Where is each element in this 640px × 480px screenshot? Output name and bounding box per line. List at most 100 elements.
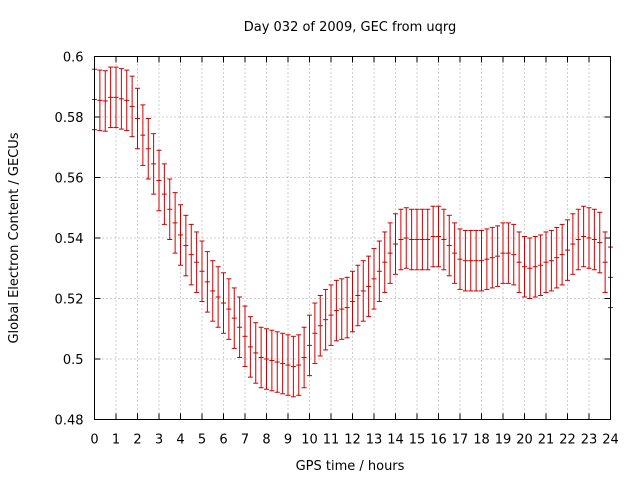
- data-point: [403, 207, 409, 269]
- data-point: [264, 328, 269, 390]
- data-point: [285, 334, 291, 396]
- data-point: [339, 278, 345, 340]
- data-point: [570, 213, 576, 275]
- x-tick-label: 0: [90, 433, 98, 448]
- y-tick-label: 0.58: [55, 111, 84, 126]
- y-tick-labels: 0.48 0.5 0.52 0.54 0.56 0.58 0.6: [55, 51, 84, 429]
- data-point: [307, 314, 312, 377]
- data-point: [113, 66, 119, 129]
- data-point: [140, 104, 146, 166]
- data-point: [543, 231, 549, 293]
- data-point: [215, 266, 221, 328]
- data-point: [489, 226, 495, 289]
- x-tick-label: 6: [219, 433, 227, 448]
- data-point: [172, 192, 178, 254]
- data-point: [548, 229, 554, 292]
- data-point: [452, 222, 458, 284]
- x-axis-label: GPS time / hours: [296, 459, 405, 474]
- data-point: [108, 66, 114, 129]
- y-tick-label: 0.6: [63, 51, 84, 66]
- data-point: [430, 205, 436, 268]
- data-point: [210, 260, 216, 322]
- y-axis-label: Global Electron Content / GECUs: [7, 132, 22, 343]
- data-point: [231, 287, 237, 349]
- data-point: [258, 326, 264, 389]
- data-point: [102, 70, 108, 132]
- data-point: [586, 207, 592, 269]
- data-point: [468, 229, 474, 292]
- data-point: [350, 270, 355, 333]
- data-point: [204, 251, 210, 313]
- data-point: [371, 248, 377, 310]
- data-point: [366, 255, 372, 318]
- data-point: [479, 229, 484, 292]
- data-point: [317, 294, 323, 357]
- chart-title: Day 032 of 2009, GEC from uqrg: [244, 20, 457, 35]
- data-point: [344, 276, 350, 339]
- data-point: [188, 223, 194, 286]
- data-point: [581, 205, 587, 268]
- data-point: [516, 231, 522, 293]
- data-point: [559, 223, 565, 286]
- x-tick-labels: 0 1 2 3 4 5 6 7 8 9 10 11 12 13 14 15 16 17 18 19 20 21 22 23 24: [90, 433, 618, 448]
- data-point: [414, 208, 420, 271]
- data-point: [387, 222, 393, 284]
- x-tick-label: 20: [516, 433, 533, 448]
- x-tick-label: 17: [452, 433, 469, 448]
- x-tick-label: 7: [241, 433, 249, 448]
- data-point: [333, 279, 339, 342]
- x-tick-label: 16: [430, 433, 447, 448]
- data-point: [419, 208, 425, 271]
- data-point: [167, 178, 173, 241]
- data-point: [500, 222, 506, 284]
- data-point: [178, 204, 183, 266]
- data-point: [446, 214, 452, 277]
- data-point: [328, 284, 334, 346]
- data-point: [484, 228, 490, 290]
- grid: [94, 56, 611, 420]
- x-tick-label: 9: [284, 433, 292, 448]
- data-point: [194, 231, 200, 293]
- x-tick-label: 23: [581, 433, 598, 448]
- data-point: [247, 316, 253, 378]
- data-point: [505, 222, 511, 284]
- data-point: [554, 226, 560, 289]
- data-point: [280, 332, 286, 395]
- data-point: [425, 208, 431, 271]
- data-point: [97, 69, 103, 132]
- data-point: [242, 305, 248, 368]
- x-tick-label: 18: [473, 433, 490, 448]
- data-point: [183, 214, 189, 277]
- x-tick-label: 22: [559, 433, 576, 448]
- x-tick-label: 12: [344, 433, 361, 448]
- x-tick-label: 8: [262, 433, 270, 448]
- data-point: [323, 288, 329, 351]
- data-point: [462, 229, 468, 292]
- data-point: [376, 240, 382, 303]
- x-tick-label: 24: [602, 433, 619, 448]
- data-point: [360, 260, 366, 322]
- data-point: [602, 231, 608, 293]
- data-point: [145, 118, 151, 180]
- x-tick-label: 3: [155, 433, 163, 448]
- x-tick-label: 2: [133, 433, 141, 448]
- data-point: [591, 208, 597, 271]
- data-point: [199, 240, 205, 303]
- data-point: [538, 234, 544, 296]
- data-point: [290, 335, 296, 398]
- x-tick-label: 15: [409, 433, 426, 448]
- data-point: [253, 322, 259, 384]
- data-point: [436, 205, 441, 268]
- data-point: [269, 329, 275, 392]
- data-point: [118, 68, 124, 130]
- data-point: [575, 208, 581, 271]
- data-point: [296, 334, 302, 396]
- gec-series: [92, 66, 613, 398]
- y-tick-label: 0.48: [55, 414, 84, 429]
- data-point: [522, 235, 527, 298]
- data-point: [312, 302, 318, 365]
- data-point: [597, 211, 603, 274]
- x-tick-label: 1: [112, 433, 120, 448]
- data-point: [156, 149, 162, 212]
